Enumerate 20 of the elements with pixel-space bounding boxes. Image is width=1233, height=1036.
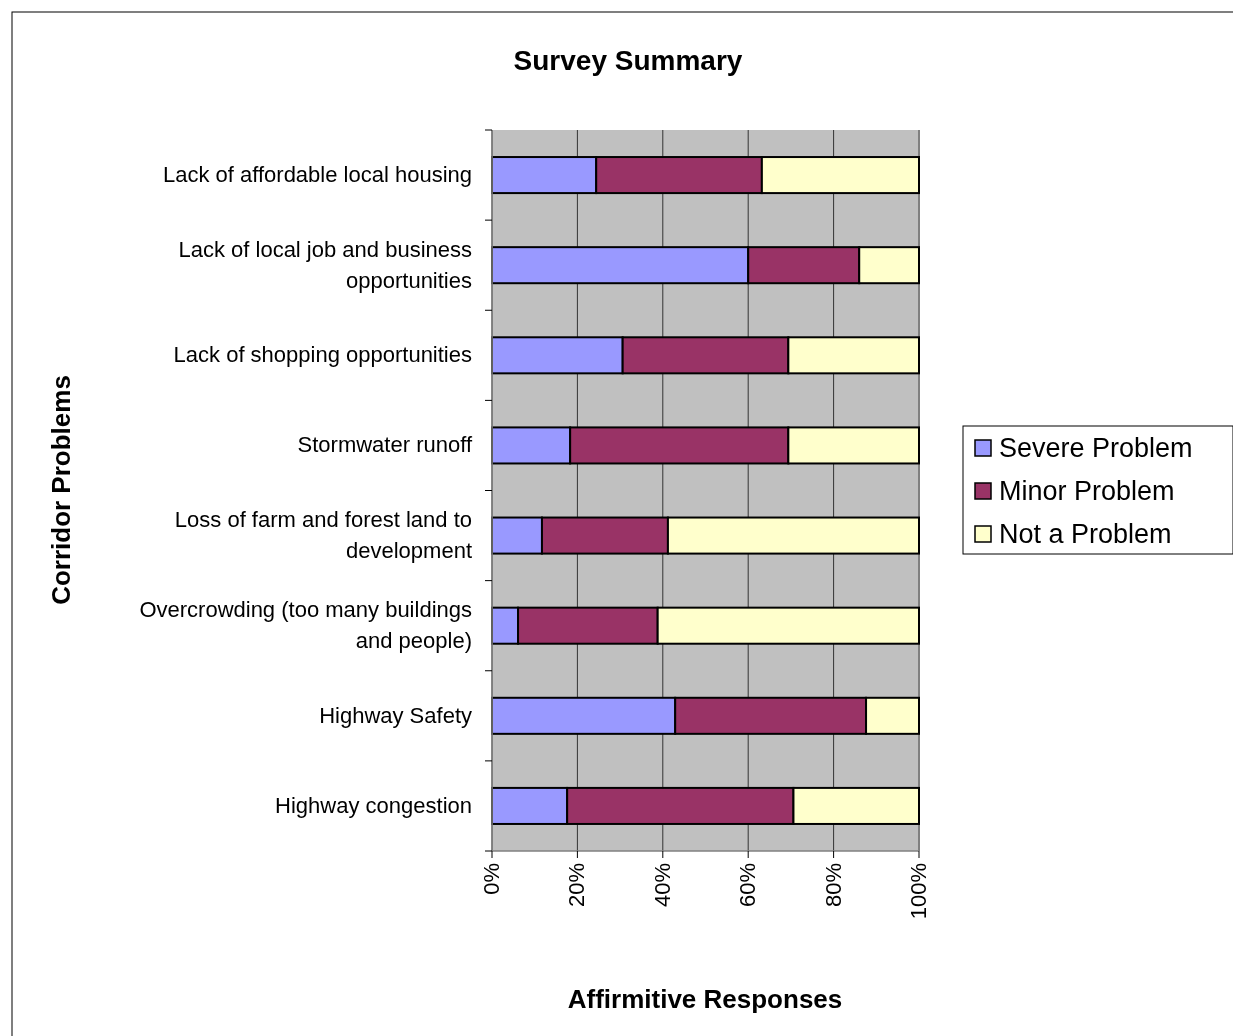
y-tick-label: Loss of farm and forest land to development: [174, 507, 472, 564]
y-axis-title: Corridor Problems: [46, 375, 76, 605]
legend-label: Not a Problem: [999, 519, 1172, 549]
x-tick-label: 40%: [649, 863, 675, 908]
y-tick-label: Lack of shopping opportunities: [173, 342, 472, 368]
y-tick-label: Overcrowding (too many buildings and people): [139, 597, 472, 654]
legend-label: Minor Problem: [999, 476, 1175, 506]
y-tick-label: Highway Safety: [319, 702, 472, 728]
x-tick-label: 20%: [564, 863, 590, 908]
x-tick-label: 100%: [906, 863, 931, 920]
y-tick-label: Lack of local job and business opportunities: [178, 236, 472, 293]
y-tick-label: Highway congestion: [275, 792, 472, 818]
chart-title: Survey Summary: [513, 45, 743, 76]
x-tick-label: 0%: [479, 863, 504, 895]
x-axis-title: Affirmitive Responses: [567, 984, 843, 1014]
y-tick-label: Stormwater runoff: [297, 432, 473, 458]
x-tick-label: 80%: [820, 863, 846, 908]
x-tick-label: 60%: [735, 863, 761, 908]
legend-label: Severe Problem: [999, 433, 1193, 463]
y-tick-label: Lack of affordable local housing: [162, 162, 472, 188]
